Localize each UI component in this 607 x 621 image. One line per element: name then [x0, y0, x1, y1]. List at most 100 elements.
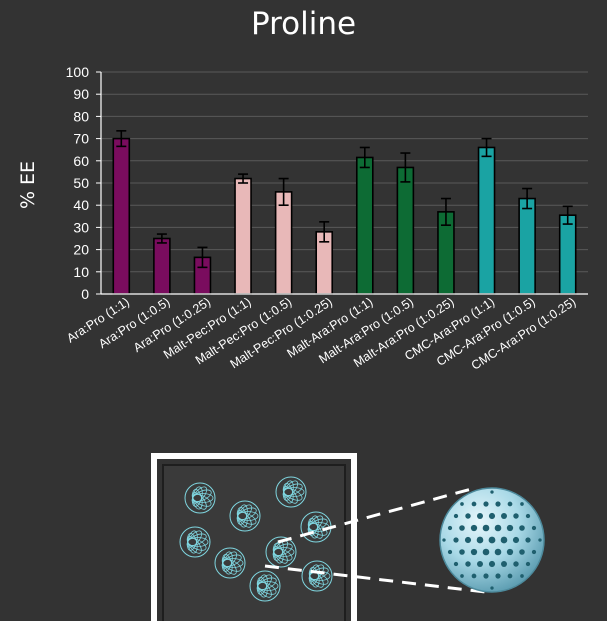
- sphere-pore: [501, 561, 507, 567]
- particle: [300, 511, 332, 543]
- sphere-pore: [464, 536, 472, 544]
- sphere-pore: [525, 537, 531, 543]
- bar: [518, 197, 536, 295]
- bar: [274, 191, 293, 295]
- sphere-pore: [471, 501, 477, 507]
- sphere-pore: [447, 525, 453, 531]
- sphere-pore: [453, 561, 459, 567]
- sphere-pore: [494, 548, 502, 556]
- sphere-pore: [495, 501, 501, 507]
- bar: [112, 137, 131, 295]
- particle: [275, 476, 307, 508]
- sphere-pore: [525, 561, 531, 567]
- sphere-pore: [506, 548, 514, 556]
- particle: [179, 526, 211, 558]
- sphere-pore: [525, 513, 531, 519]
- y-tick-label: 90: [73, 86, 89, 102]
- sphere-pore: [531, 525, 537, 531]
- y-tick-label: 30: [73, 219, 89, 235]
- y-tick-label: 20: [73, 242, 89, 258]
- sphere-pore: [513, 561, 519, 567]
- sphere-pore: [465, 513, 471, 519]
- sphere-pore: [483, 501, 489, 507]
- sphere-pore: [495, 573, 501, 579]
- y-tick-label: 50: [73, 175, 89, 191]
- bar: [558, 214, 577, 295]
- particle: [265, 536, 297, 568]
- sphere-pore: [520, 574, 524, 578]
- error-bar: [319, 221, 330, 243]
- y-tick-label: 70: [73, 131, 89, 147]
- bar: [355, 156, 374, 295]
- y-tick-label: 40: [73, 197, 89, 213]
- sphere-pore: [476, 536, 484, 544]
- error-bar: [359, 146, 370, 169]
- sphere-pore: [513, 513, 519, 519]
- sphere-pore: [477, 513, 483, 519]
- sphere-pore: [459, 525, 465, 531]
- bar: [153, 237, 171, 295]
- error-bar: [238, 173, 249, 184]
- error-bar: [278, 177, 289, 206]
- bar: [396, 166, 415, 295]
- error-bar: [156, 233, 167, 244]
- error-bar: [522, 187, 533, 210]
- vial-outer-frame: [151, 453, 357, 621]
- sphere-pore: [538, 538, 542, 542]
- chart-title: Proline: [250, 6, 357, 42]
- sphere-pore: [477, 561, 483, 567]
- sphere-pore: [460, 502, 464, 506]
- microcapsule-sphere: [439, 487, 545, 593]
- error-bar: [116, 130, 127, 148]
- sphere-pore: [490, 586, 494, 590]
- error-bar: [197, 246, 208, 269]
- sphere-pore: [520, 502, 524, 506]
- sphere-pore: [482, 548, 490, 556]
- zoom-line-top: [277, 486, 476, 544]
- sphere-pore: [531, 549, 537, 555]
- sphere-pore: [442, 538, 446, 542]
- error-bar: [481, 137, 492, 158]
- sphere-pore: [460, 574, 464, 578]
- sphere-pore: [507, 573, 513, 579]
- sphere-pore: [488, 560, 496, 568]
- y-tick-label: 0: [81, 286, 89, 302]
- sphere-pore: [500, 536, 508, 544]
- sphere-pore: [501, 513, 507, 519]
- sphere-pore: [465, 561, 471, 567]
- error-bar: [562, 205, 573, 225]
- particle: [301, 560, 333, 592]
- sphere-pores: [442, 490, 542, 590]
- sphere-pore: [512, 536, 520, 544]
- error-bar: [440, 197, 451, 226]
- particle: [249, 570, 281, 602]
- sphere-pore: [482, 524, 490, 532]
- sphere-pore: [459, 549, 465, 555]
- error-bar: [400, 152, 411, 183]
- sphere-pore: [470, 548, 478, 556]
- sphere-pore: [507, 501, 513, 507]
- sphere-pore: [506, 524, 514, 532]
- sphere-pore: [519, 525, 525, 531]
- particle: [214, 547, 246, 579]
- sphere-pore: [488, 512, 496, 520]
- sphere-pore: [490, 490, 494, 494]
- zoom-line-bottom: [264, 564, 486, 594]
- sphere-pore: [453, 513, 459, 519]
- sphere-pore: [470, 524, 478, 532]
- bar: [477, 146, 496, 295]
- sphere-pore: [488, 536, 496, 544]
- y-tick-label: 100: [66, 64, 90, 80]
- vial-inner-panel: [162, 464, 346, 621]
- sphere-pore: [483, 573, 489, 579]
- y-tick-label: 10: [73, 264, 89, 280]
- y-tick-label: 60: [73, 153, 89, 169]
- particle: [184, 482, 216, 514]
- sphere-pore: [519, 549, 525, 555]
- sphere-pore: [447, 549, 453, 555]
- sphere-pore: [453, 537, 459, 543]
- bar: [234, 177, 252, 295]
- sphere-pore: [471, 573, 477, 579]
- y-tick-label: 80: [73, 108, 89, 124]
